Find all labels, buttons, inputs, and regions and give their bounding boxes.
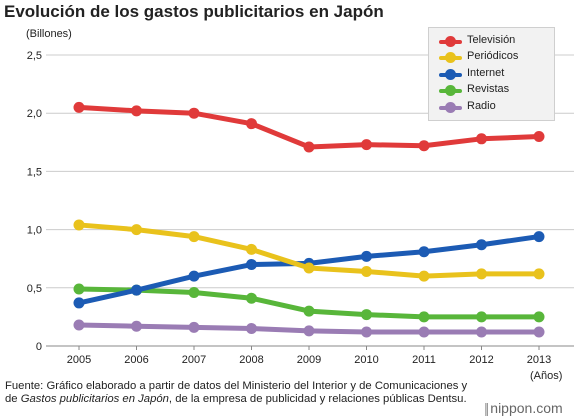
data-point bbox=[533, 311, 545, 323]
data-point bbox=[246, 259, 257, 271]
data-point bbox=[73, 219, 85, 231]
legend-label: Internet bbox=[467, 66, 505, 79]
legend-label: Revistas bbox=[467, 83, 510, 96]
x-tick-label: 2013 bbox=[527, 354, 551, 366]
chart-title: Evolución de los gastos publicitarios en… bbox=[4, 2, 384, 21]
data-point bbox=[476, 311, 487, 323]
y-tick-label: 2,5 bbox=[27, 50, 42, 62]
legend-label: Radio bbox=[467, 99, 496, 112]
data-point bbox=[303, 305, 315, 317]
data-point bbox=[476, 326, 487, 338]
data-point bbox=[418, 270, 430, 282]
series-television bbox=[73, 101, 545, 153]
data-point bbox=[361, 309, 372, 321]
nippon-logo: || nippon.com bbox=[484, 400, 563, 416]
legend-item: Periódicos bbox=[429, 49, 554, 65]
x-tick-label: 2009 bbox=[297, 354, 321, 366]
source-prefix: Fuente: Gráfico elaborado a partir de da… bbox=[5, 380, 468, 405]
series-radio bbox=[73, 319, 545, 338]
legend-label: Televisión bbox=[467, 34, 516, 46]
data-point bbox=[131, 105, 142, 117]
x-tick-labels: 2005 2006 2007 2008 2009 2010 2011 2012 2013 bbox=[67, 346, 551, 366]
y-tick-label: 1,5 bbox=[27, 166, 42, 178]
data-point bbox=[246, 323, 257, 335]
data-point bbox=[246, 243, 257, 255]
data-point bbox=[188, 231, 200, 243]
series-periodicos bbox=[73, 219, 545, 282]
series-lines bbox=[73, 101, 545, 338]
legend-dot-swatch bbox=[445, 68, 456, 80]
data-point bbox=[361, 250, 372, 262]
data-point bbox=[418, 246, 430, 258]
y-tick-label: 0 bbox=[36, 341, 42, 353]
legend-item: Revistas bbox=[429, 82, 554, 98]
logo-bars-icon: || bbox=[484, 400, 489, 416]
data-point bbox=[246, 292, 257, 304]
data-point bbox=[361, 326, 372, 338]
legend-dot-swatch bbox=[445, 85, 456, 97]
legend-label: Periódicos bbox=[467, 50, 519, 63]
data-point bbox=[476, 239, 487, 251]
source-title: Gastos publicitarios en Japón bbox=[20, 393, 169, 405]
series-revistas bbox=[73, 283, 545, 323]
brand-name: nippon.com bbox=[490, 400, 563, 416]
y-axis-label: (Billones) bbox=[26, 28, 72, 40]
y-tick-label: 2,0 bbox=[27, 108, 42, 120]
data-point bbox=[73, 319, 85, 331]
data-point bbox=[533, 268, 545, 280]
data-point bbox=[188, 107, 200, 119]
y-tick-label: 0,5 bbox=[27, 283, 42, 295]
data-point bbox=[418, 311, 430, 323]
data-point bbox=[246, 118, 257, 130]
data-point bbox=[303, 325, 315, 337]
data-point bbox=[188, 286, 200, 298]
source-note: Fuente: Gráfico elaborado a partir de da… bbox=[5, 380, 475, 406]
x-tick-label: 2012 bbox=[469, 354, 493, 366]
chart-legend: Televisión Periódicos Internet Revistas Radi… bbox=[428, 27, 555, 121]
legend-item: Radio bbox=[429, 99, 554, 115]
data-point bbox=[533, 326, 545, 338]
data-point bbox=[533, 130, 545, 142]
legend-item: Internet bbox=[429, 66, 554, 82]
x-tick-label: 2006 bbox=[124, 354, 148, 366]
data-point bbox=[361, 139, 372, 151]
data-point bbox=[418, 140, 430, 152]
x-tick-label: 2011 bbox=[412, 354, 436, 366]
legend-dot-swatch bbox=[445, 52, 456, 64]
legend-item: Televisión bbox=[429, 33, 554, 49]
data-point bbox=[188, 270, 200, 282]
x-tick-label: 2010 bbox=[354, 354, 378, 366]
data-point bbox=[476, 133, 487, 145]
data-point bbox=[131, 320, 142, 332]
x-tick-label: 2007 bbox=[182, 354, 206, 366]
data-point bbox=[361, 266, 372, 278]
data-point bbox=[476, 268, 487, 280]
legend-dot-swatch bbox=[445, 101, 456, 113]
data-point bbox=[303, 262, 315, 274]
data-point bbox=[533, 231, 545, 243]
data-point bbox=[418, 326, 430, 338]
data-point bbox=[131, 224, 142, 236]
data-point bbox=[73, 283, 85, 295]
y-tick-labels: 0 0,5 1,0 1,5 2,0 2,5 bbox=[27, 50, 42, 353]
source-suffix: , de la empresa de publicidad y relacion… bbox=[168, 393, 467, 405]
x-tick-label: 2008 bbox=[239, 354, 263, 366]
data-point bbox=[188, 321, 200, 333]
data-point bbox=[73, 101, 85, 113]
data-point bbox=[73, 297, 85, 309]
x-tick-label: 2005 bbox=[67, 354, 91, 366]
data-point bbox=[303, 141, 315, 153]
x-axis-label: (Años) bbox=[530, 370, 563, 382]
legend-dot-swatch bbox=[445, 36, 456, 47]
data-point bbox=[131, 284, 142, 296]
y-tick-label: 1,0 bbox=[27, 225, 42, 237]
